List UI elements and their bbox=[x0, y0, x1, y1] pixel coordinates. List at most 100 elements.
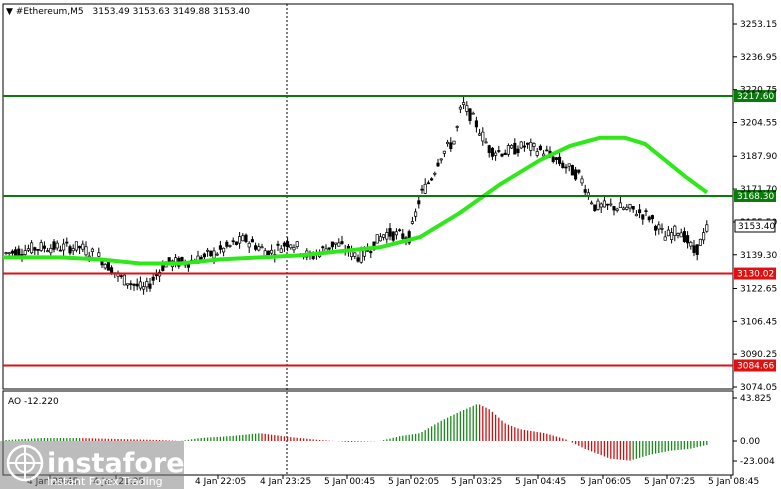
candle-body bbox=[129, 283, 133, 285]
candle-body bbox=[593, 204, 597, 212]
instaforex-watermark: instaforex Instant Forex Trading bbox=[0, 441, 202, 489]
candle-body bbox=[423, 183, 427, 194]
candle-body bbox=[695, 244, 699, 255]
candle-body bbox=[414, 211, 418, 217]
candle-body bbox=[241, 235, 245, 242]
candle-body bbox=[106, 262, 110, 271]
candle-body bbox=[599, 203, 603, 208]
candle-body bbox=[657, 224, 661, 230]
candle-body bbox=[68, 246, 72, 254]
candle-body bbox=[311, 255, 315, 259]
price-tick-label: 3122.65 bbox=[740, 284, 777, 294]
candle-body bbox=[385, 232, 389, 240]
level-label-box bbox=[734, 90, 776, 103]
candle-body bbox=[663, 236, 667, 241]
candle-body bbox=[382, 234, 386, 238]
ao-histogram bbox=[5, 404, 708, 461]
candle-body bbox=[46, 250, 50, 253]
candle-body bbox=[503, 152, 507, 156]
candle-body bbox=[234, 241, 238, 245]
candle-body bbox=[154, 274, 158, 277]
candle-body bbox=[698, 238, 702, 246]
candle-body bbox=[426, 182, 430, 185]
candle-body bbox=[490, 147, 494, 157]
candle-body bbox=[676, 233, 680, 236]
level-label: 3084.66 bbox=[737, 361, 774, 371]
candle-body bbox=[522, 145, 526, 148]
candle-body bbox=[122, 274, 126, 286]
candle-body bbox=[436, 162, 440, 167]
candle-body bbox=[478, 133, 482, 136]
candle-body bbox=[682, 231, 686, 243]
candle-body bbox=[670, 232, 674, 240]
candle-body bbox=[516, 148, 520, 154]
candle-body bbox=[65, 241, 69, 244]
price-tick-label: 3187.90 bbox=[740, 152, 777, 162]
indicator-axis: 43.825 0.00 -23.004 bbox=[733, 394, 775, 467]
candle-body bbox=[369, 250, 373, 254]
candle-body bbox=[375, 234, 379, 244]
candle-body bbox=[23, 250, 27, 255]
candle-body bbox=[666, 229, 670, 237]
candle-body bbox=[132, 283, 136, 286]
candle-body bbox=[145, 281, 149, 288]
candle-body bbox=[321, 246, 325, 249]
candle-body bbox=[7, 252, 11, 255]
candle-body bbox=[577, 169, 581, 173]
price-tick-label: 3074.05 bbox=[740, 383, 777, 393]
candle-body bbox=[84, 246, 88, 256]
candle-body bbox=[465, 105, 469, 112]
candle-body bbox=[679, 232, 683, 238]
price-tick-label: 3106.45 bbox=[740, 317, 777, 327]
candle-body bbox=[327, 247, 331, 250]
candle-body bbox=[590, 202, 594, 205]
candle-body bbox=[222, 247, 226, 253]
candle-body bbox=[340, 241, 344, 244]
candle-body bbox=[654, 225, 658, 231]
level-label-box bbox=[734, 359, 776, 372]
candle-body bbox=[202, 253, 206, 258]
candle-body bbox=[247, 242, 251, 248]
candle-body bbox=[238, 236, 242, 244]
time-tick-label: 5 Jan 08:45 bbox=[708, 477, 759, 487]
candle-body bbox=[81, 243, 85, 250]
candle-body bbox=[209, 250, 213, 257]
candle-body bbox=[631, 206, 635, 210]
candle-body bbox=[103, 264, 107, 269]
level-label-box bbox=[734, 267, 776, 280]
candle-body bbox=[289, 244, 293, 249]
candle-body bbox=[567, 163, 571, 167]
candle-body bbox=[433, 172, 437, 175]
candle-body bbox=[356, 257, 360, 262]
candle-body bbox=[638, 209, 642, 214]
candle-body bbox=[449, 142, 453, 150]
candle-body bbox=[455, 126, 459, 128]
candle-body bbox=[78, 245, 82, 249]
candle-body bbox=[481, 131, 485, 142]
symbol-label: #Ethereum,M5 bbox=[16, 7, 84, 17]
candle-body bbox=[500, 153, 504, 157]
candle-body bbox=[673, 225, 677, 236]
level-label: 3168.30 bbox=[737, 192, 774, 202]
candle-body bbox=[574, 169, 578, 180]
ohlc-values: 3153.49 3153.63 3149.88 3153.40 bbox=[93, 7, 251, 17]
time-tick-label: 5 Jan 04:45 bbox=[515, 477, 566, 487]
candle-body bbox=[97, 252, 101, 257]
candle-body bbox=[468, 108, 472, 121]
candle-body bbox=[545, 149, 549, 152]
candle-body bbox=[602, 200, 606, 208]
candle-body bbox=[439, 158, 443, 161]
level-label: 3130.02 bbox=[737, 270, 774, 280]
candle-body bbox=[446, 141, 450, 145]
candle-body bbox=[36, 249, 40, 251]
candle-body bbox=[228, 245, 232, 247]
candle-body bbox=[71, 248, 75, 252]
candle-body bbox=[33, 247, 37, 251]
ao-tick-label: -23.004 bbox=[740, 457, 775, 467]
candle-body bbox=[647, 216, 651, 221]
candle-body bbox=[398, 229, 402, 232]
candle-body bbox=[90, 248, 94, 252]
candle-body bbox=[641, 214, 645, 220]
candle-body bbox=[462, 102, 466, 106]
